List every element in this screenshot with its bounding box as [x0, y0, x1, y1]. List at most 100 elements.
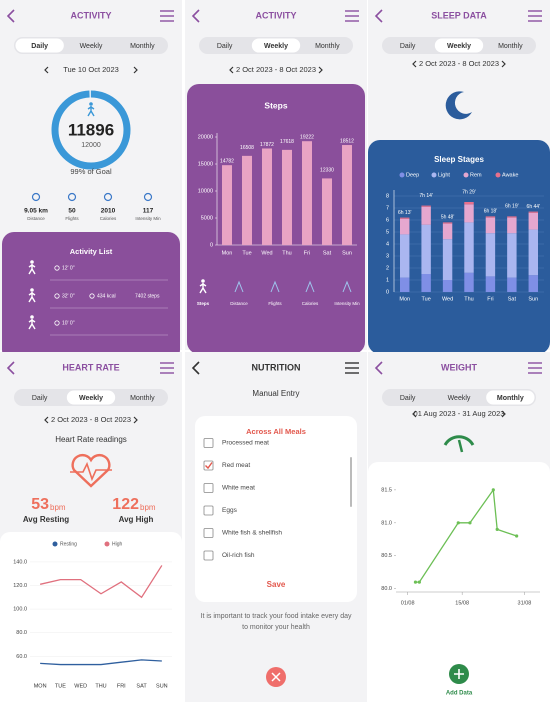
date-range: 2 Oct 2023 - 8 Oct 2023 [236, 65, 316, 74]
tab[interactable]: Monthly [497, 395, 524, 402]
prev-button[interactable] [44, 416, 49, 424]
x-tick-label: Mon [399, 296, 410, 302]
metric-tab[interactable]: Steps [197, 301, 210, 306]
tab[interactable]: Weekly [80, 43, 103, 50]
item-label[interactable]: Oil-rich fish [222, 552, 255, 559]
x-tick-label: Sat [508, 296, 517, 302]
calorie-icon [89, 293, 95, 299]
metric-tab[interactable]: Flights [268, 301, 282, 306]
list-title: Activity List [70, 247, 113, 256]
activity-duration: 32' 0'' [62, 293, 75, 299]
y-tick-label: 80.0 [16, 630, 27, 636]
tab[interactable]: Monthly [130, 43, 155, 50]
value-label: 18512 [340, 138, 354, 144]
back-button[interactable] [6, 361, 15, 375]
prev-button[interactable] [412, 410, 417, 418]
stat-icon [67, 192, 77, 202]
tab[interactable]: Daily [400, 395, 416, 402]
checkbox[interactable] [203, 483, 214, 493]
back-button[interactable] [191, 9, 200, 23]
metric-icon [342, 280, 352, 293]
bar [262, 148, 272, 245]
checkbox[interactable] [203, 505, 214, 516]
checkbox[interactable] [203, 438, 214, 448]
y-tick-label: 10000 [198, 188, 213, 194]
tab[interactable]: Weekly [448, 395, 471, 402]
metric-tab[interactable]: Distance [230, 301, 248, 306]
y-tick-label: 3 [386, 253, 389, 259]
y-tick-label: 80.5 [381, 553, 392, 559]
x-tick-label: Thu [464, 296, 473, 302]
stat-icon [143, 192, 153, 202]
legend-label: Rem [470, 172, 482, 178]
checkbox[interactable] [203, 528, 214, 538]
date-range: 2 Oct 2023 - 8 Oct 2023 [419, 59, 499, 68]
bar-segment [400, 218, 410, 235]
bar-segment [485, 217, 496, 234]
y-tick-label: 8 [386, 193, 389, 199]
subtitle: Manual Entry [252, 389, 299, 398]
back-button[interactable] [6, 9, 15, 23]
y-tick-label: 15000 [198, 161, 213, 167]
prev-button[interactable] [229, 66, 234, 74]
activity-weekly-screen: ACTIVITY Daily Weekly Monthly 2 Oct 2023 - 8… [185, 0, 367, 354]
tab[interactable]: Daily [32, 395, 48, 402]
value-label: 14782 [220, 159, 234, 165]
x-tick-label: Tue [422, 296, 431, 302]
back-button[interactable] [374, 361, 383, 375]
item-label[interactable]: Processed meat [222, 440, 269, 447]
weight-point [413, 580, 418, 584]
add-button-label[interactable]: Add Data [446, 691, 473, 697]
save-button[interactable]: Save [267, 580, 286, 589]
tab[interactable]: Monthly [498, 43, 523, 50]
x-tick-label: THU [95, 683, 106, 689]
metric-tab[interactable]: Intensity Min [334, 301, 360, 306]
y-tick-label: 1 [386, 277, 389, 283]
item-label[interactable]: White fish & shellfish [222, 530, 282, 537]
next-button[interactable] [501, 60, 506, 68]
prev-button[interactable] [412, 60, 417, 68]
back-button[interactable] [191, 361, 200, 375]
x-tick-label: Sun [342, 250, 352, 256]
next-button[interactable] [318, 66, 323, 74]
person-icon [30, 260, 34, 264]
pulse-icon [70, 461, 112, 482]
bar-segment [464, 222, 474, 273]
next-button[interactable] [133, 416, 138, 424]
value-label: 17872 [260, 142, 274, 148]
back-button[interactable] [374, 9, 383, 23]
bar-segment [442, 223, 453, 240]
weight-screen: WEIGHT Daily Weekly Monthly 01 Aug 2023 - 31… [368, 352, 550, 703]
tab[interactable]: Monthly [130, 395, 155, 402]
metric-tab[interactable]: Calories [302, 301, 319, 306]
tab-selected [15, 38, 64, 53]
tab[interactable]: Weekly [447, 43, 471, 50]
bar-segment [507, 217, 517, 234]
bar-segment [528, 275, 538, 292]
person-icon [28, 319, 36, 330]
checkbox[interactable] [203, 550, 214, 561]
bar-segment [528, 212, 538, 230]
tab[interactable]: Daily [400, 43, 416, 50]
bar-segment [507, 277, 517, 292]
legend-swatch [399, 172, 405, 178]
tab[interactable]: Monthly [315, 43, 340, 50]
y-tick-label: 6 [386, 217, 389, 223]
next-button[interactable] [501, 410, 506, 418]
tab[interactable]: Daily [31, 43, 48, 50]
tab[interactable]: Weekly [264, 43, 288, 50]
x-tick-label: SAT [136, 683, 147, 689]
line-series [39, 565, 163, 599]
item-label[interactable]: Red meat [222, 462, 250, 469]
item-label[interactable]: White meat [222, 485, 255, 492]
next-button[interactable] [133, 66, 138, 74]
item-label[interactable]: Eggs [222, 507, 238, 514]
bar-total-label: 6h 18' [484, 209, 498, 215]
tab-selected [486, 390, 535, 405]
step-count: 11896 [68, 120, 114, 139]
tab[interactable]: Daily [217, 43, 233, 50]
weight-point [456, 521, 460, 525]
tab[interactable]: Weekly [79, 395, 103, 402]
prev-button[interactable] [44, 66, 49, 74]
x-tick-label: 01/08 [401, 600, 415, 606]
